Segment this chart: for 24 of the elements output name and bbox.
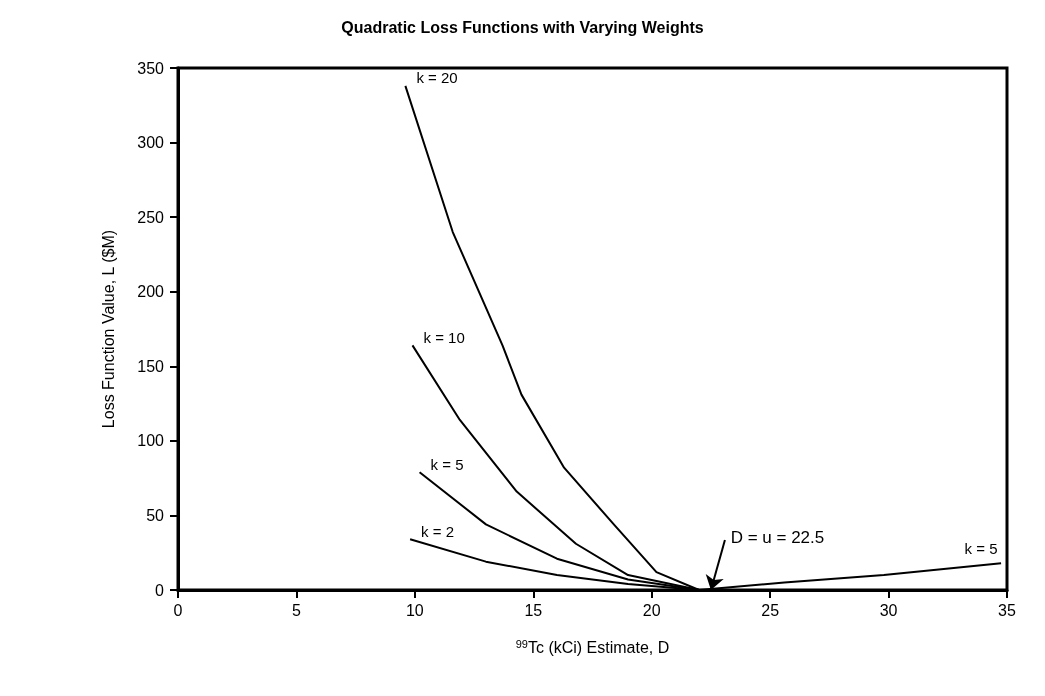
y-tick-label: 350 [137, 59, 165, 77]
x-tick-label: 35 [998, 601, 1016, 619]
y-tick-label: 50 [146, 506, 165, 524]
y-tick-label: 100 [137, 432, 165, 450]
x-tick-label: 15 [524, 601, 543, 619]
series-label: k = 10 [423, 328, 465, 346]
x-tick-label: 20 [642, 601, 661, 619]
chart-title: Quadratic Loss Functions with Varying Weights [341, 18, 704, 36]
series-label: k = 2 [421, 522, 455, 540]
x-tick-label: 0 [173, 601, 183, 619]
y-tick-label: 0 [155, 581, 165, 599]
y-tick-label: 150 [137, 357, 165, 375]
y-axis-title: Loss Function Value, L ($M) [99, 229, 117, 429]
annotation: D = u = 22.5 [730, 528, 825, 548]
series-label: k = 20 [416, 69, 458, 87]
y-tick-label: 200 [137, 283, 165, 301]
x-tick-label: 5 [291, 601, 301, 619]
y-tick-label: 250 [137, 208, 165, 226]
series-label: k = 5 [964, 540, 998, 558]
x-tick-label: 30 [879, 601, 898, 619]
y-tick-label: 300 [137, 134, 165, 152]
x-tick-label: 10 [405, 601, 424, 619]
text: k = 5 [430, 455, 464, 473]
x-tick-label: 25 [761, 601, 780, 619]
